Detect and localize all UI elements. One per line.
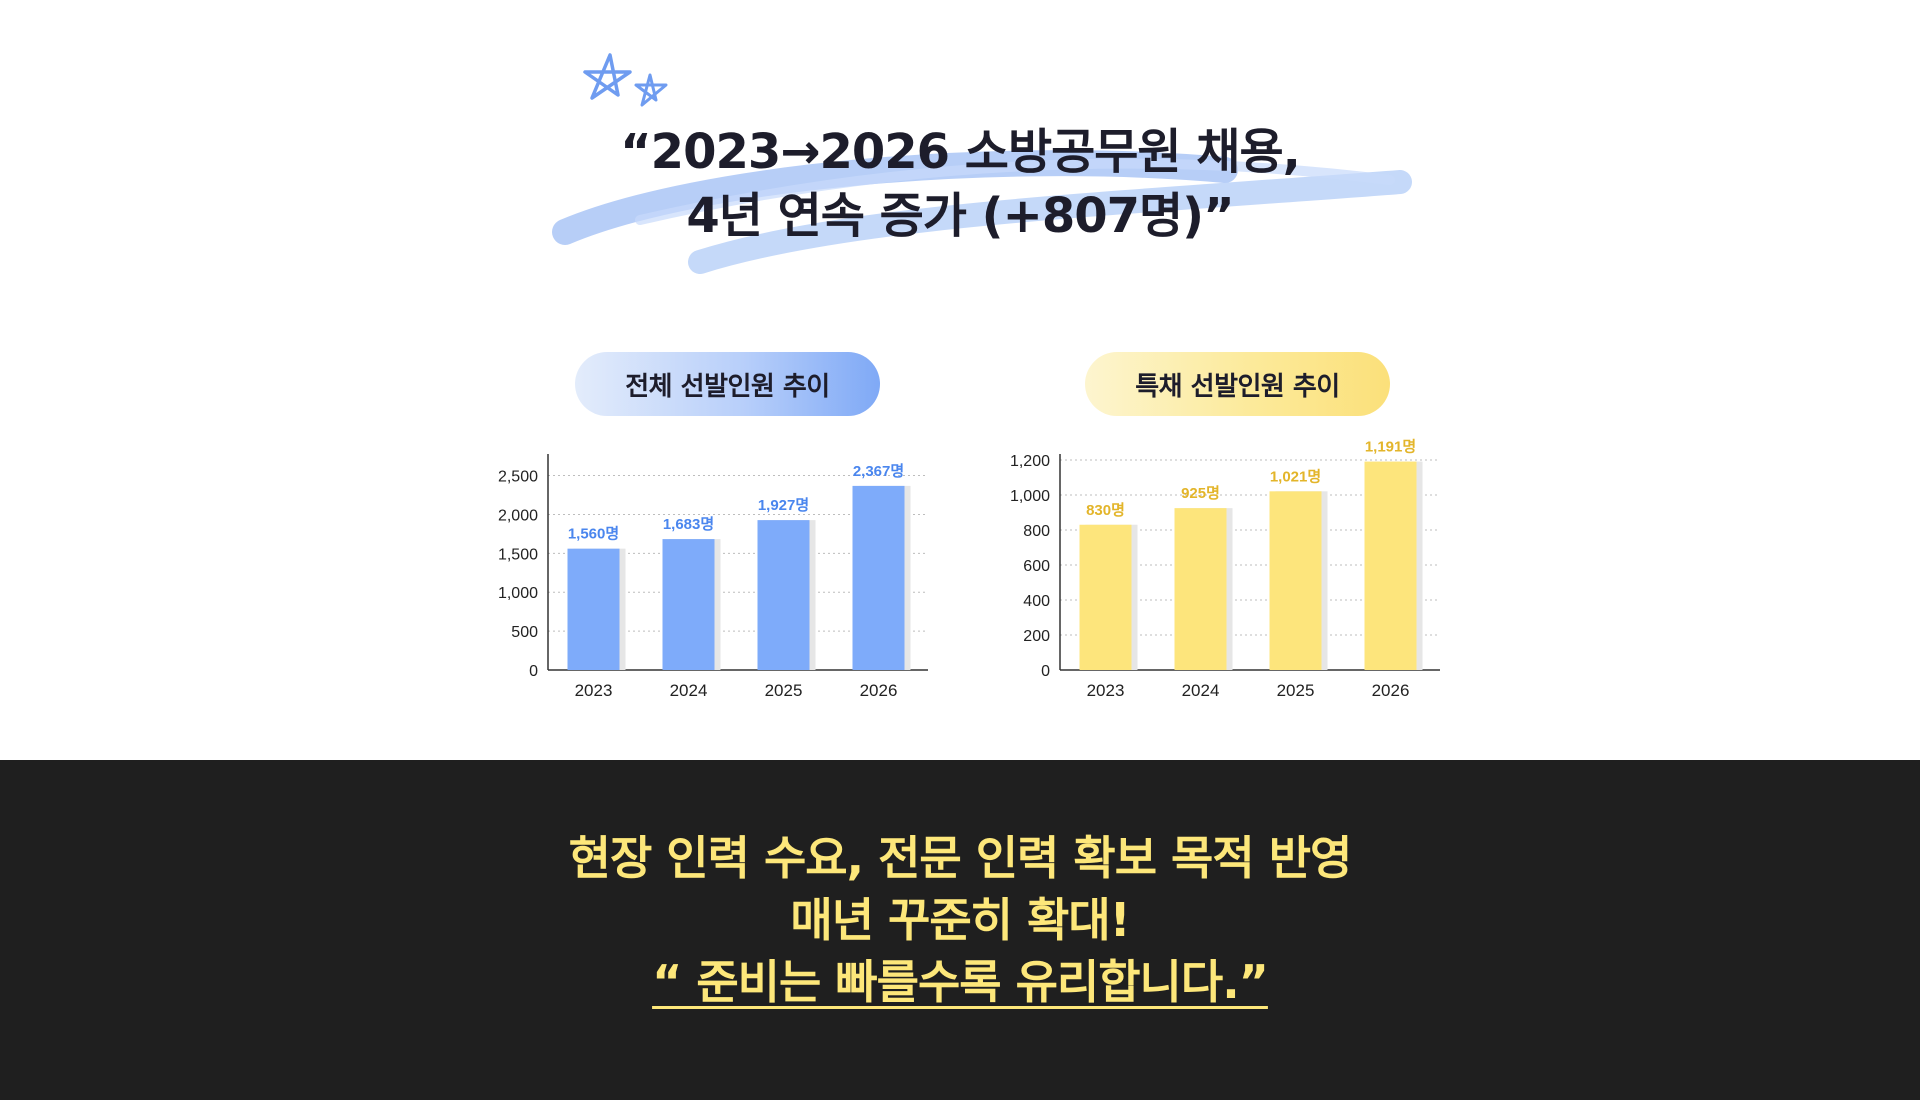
bar-value-label: 1,021명 [1270,467,1321,485]
bar [852,485,905,670]
bar [757,520,810,670]
x-category-label: 2026 [1372,681,1410,700]
y-tick-label: 2,000 [498,507,538,524]
y-tick-label: 800 [1023,523,1050,540]
x-category-label: 2025 [765,681,803,700]
y-tick-label: 2,500 [498,469,538,486]
x-category-label: 2023 [1087,681,1125,700]
footer-line-3: “ 준비는 빠를수록 유리합니다.” [0,946,1920,1012]
bar [1364,461,1417,670]
y-tick-label: 0 [529,663,538,680]
bar-value-label: 1,191명 [1365,438,1416,456]
total-bar-chart: 0 500 1,000 1,500 2,000 2,500 1,560명 2023 1,683명… [498,454,928,700]
brush-stroke-decoration [552,150,1412,274]
y-tick-label: 0 [1041,663,1050,680]
headline-line-2: 4년 연속 증가 (+807명)” [686,188,1234,244]
x-category-label: 2026 [860,681,898,700]
bar [1174,508,1227,670]
y-tick-label: 500 [511,624,538,641]
footer-banner: 현장 인력 수요, 전문 인력 확보 목적 반영 매년 꾸준히 확대! “ 준비… [0,760,1920,1100]
footer-line-2: 매년 꾸준히 확대! [790,893,1130,947]
bar-value-label: 925명 [1181,484,1220,502]
y-tick-label: 1,000 [1010,488,1050,505]
y-tick-label: 1,000 [498,585,538,602]
bar-value-label: 830명 [1086,501,1125,519]
total-chart-title: 전체 선발인원 추이 [575,352,880,416]
y-tick-label: 1,200 [1010,453,1050,470]
bar [1269,491,1322,670]
bar [662,539,715,670]
x-category-label: 2024 [1182,681,1220,700]
y-tick-label: 1,500 [498,546,538,563]
headline-section: “2023→2026 소방공무원 채용, 4년 연속 증가 (+807명)” [0,0,1920,300]
footer-line-1: 현장 인력 수요, 전문 인력 확보 목적 반영 [568,831,1353,885]
headline-line-1: “2023→2026 소방공무원 채용, [620,124,1301,180]
special-chart-title: 특채 선발인원 추이 [1085,352,1390,416]
footer-line-3-text: “ 준비는 빠를수록 유리합니다.” [652,955,1269,1009]
x-category-label: 2024 [670,681,708,700]
y-tick-label: 200 [1023,628,1050,645]
bar [1079,524,1132,670]
y-tick-label: 600 [1023,558,1050,575]
bar-value-label: 2,367명 [853,462,904,480]
bar-value-label: 1,560명 [568,525,619,543]
bar-value-label: 1,927명 [758,496,809,514]
x-category-label: 2023 [575,681,613,700]
star-doodle-icon [583,53,668,107]
special-bar-chart: 0 200 400 600 800 1,000 1,200 830명 2023 925명 2024 1… [1010,438,1440,700]
x-category-label: 2025 [1277,681,1315,700]
y-tick-label: 400 [1023,593,1050,610]
bar-value-label: 1,683명 [663,515,714,533]
bar [567,548,620,670]
